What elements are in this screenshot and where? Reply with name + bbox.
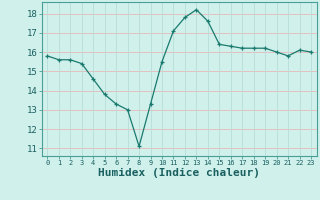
X-axis label: Humidex (Indice chaleur): Humidex (Indice chaleur) [98, 168, 260, 178]
